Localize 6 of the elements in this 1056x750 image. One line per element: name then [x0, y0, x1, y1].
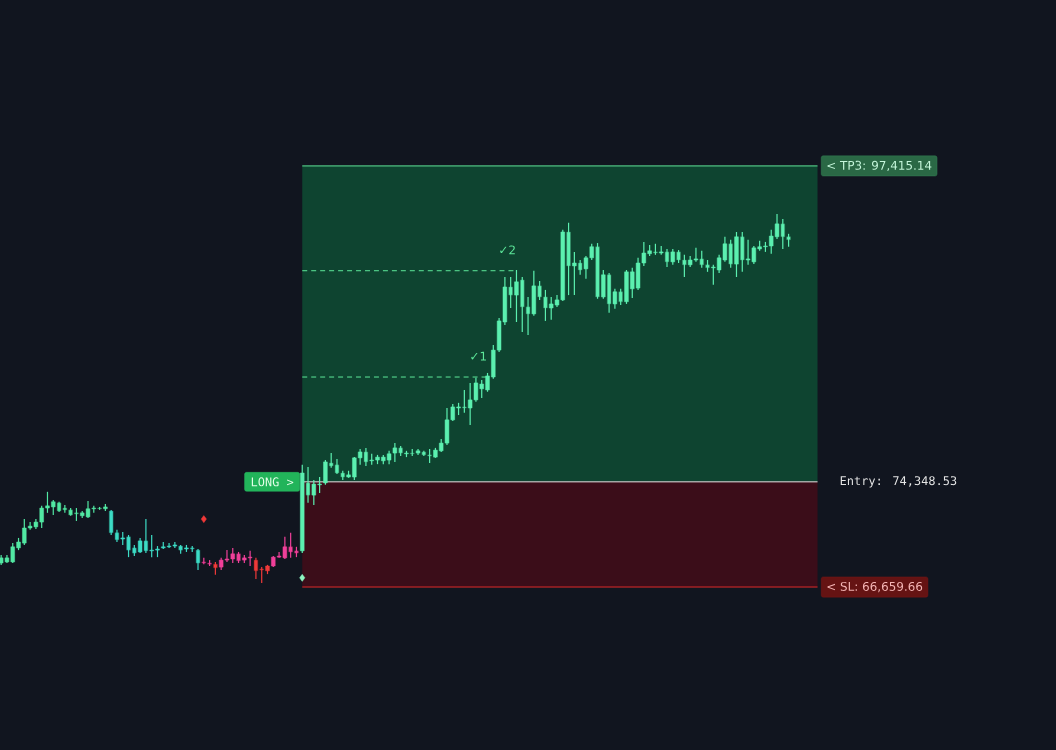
ref-line-label: ✓2	[500, 245, 515, 255]
ref-line-label: ✓1	[471, 351, 486, 361]
annotation: LONG >	[251, 477, 294, 487]
text: < TP3: 97,415.14	[827, 160, 932, 172]
text: < SL: 66,659.66	[827, 581, 923, 593]
text: Entry: 74,348.53	[840, 476, 957, 488]
